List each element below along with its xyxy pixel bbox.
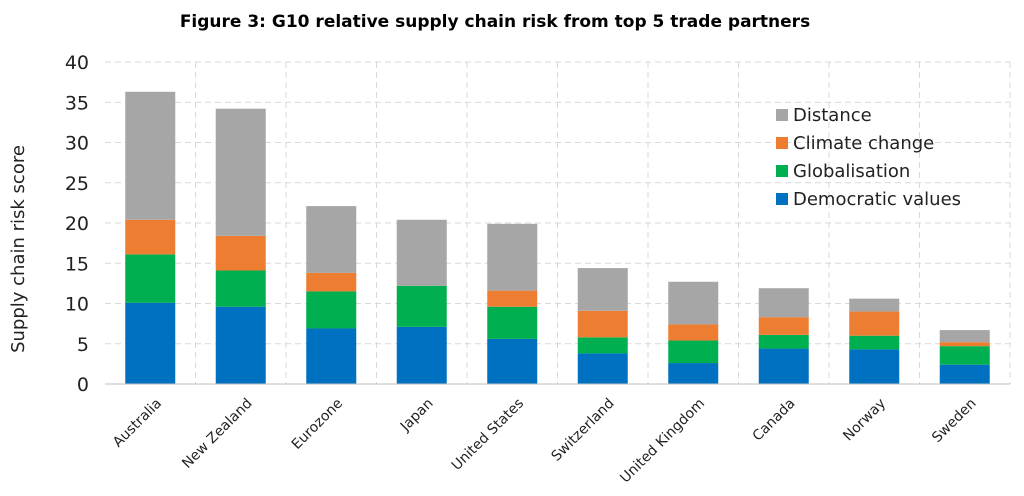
x-tick-label: Switzerland	[549, 396, 618, 465]
bar-segment	[939, 346, 990, 365]
bar-segment	[577, 310, 628, 338]
y-tick-label: 10	[65, 294, 89, 316]
gridlines	[105, 61, 1011, 384]
x-tick-label: Canada	[750, 396, 799, 445]
bar-segment	[306, 272, 357, 292]
y-tick-label: 20	[65, 213, 89, 235]
bar-segment	[939, 330, 990, 343]
bar-segment	[939, 364, 990, 384]
bar-segment	[577, 337, 628, 354]
bar-segment	[306, 328, 357, 384]
bar-segment	[849, 311, 900, 336]
x-tick-label: Australia	[110, 396, 165, 451]
y-tick-label: 30	[65, 133, 89, 155]
x-tick-label: Sweden	[929, 396, 979, 446]
bar-segment	[125, 254, 176, 303]
x-tick-label: United States	[449, 396, 527, 474]
bar-segment	[306, 291, 357, 329]
bar-segment	[758, 334, 809, 349]
bar-segment	[849, 298, 900, 312]
legend-swatch	[776, 193, 788, 205]
bar-segment	[668, 363, 719, 384]
legend-label: Democratic values	[793, 189, 961, 210]
bar-segment	[758, 348, 809, 384]
bar-segment	[668, 340, 719, 364]
bar-segment	[396, 326, 447, 384]
legend-label: Distance	[793, 105, 872, 126]
y-axis-label: Supply chain risk score	[8, 145, 29, 353]
bar-segment	[125, 91, 176, 220]
bar-segment	[125, 302, 176, 384]
legend-label: Globalisation	[793, 161, 910, 182]
legend: Distance Climate change Globalisation Democ…	[776, 105, 961, 210]
y-tick-label: 25	[65, 173, 89, 195]
bar-segment	[939, 342, 990, 347]
y-tick-label: 35	[65, 92, 89, 114]
bar-segment	[125, 219, 176, 255]
y-tick-label: 5	[77, 334, 89, 356]
bar-segment	[215, 306, 266, 384]
y-tick-label: 15	[65, 253, 89, 275]
x-tick-label: New Zealand	[179, 396, 255, 472]
legend-label: Climate change	[793, 133, 934, 154]
bar-segment	[487, 338, 538, 384]
legend-swatch	[776, 165, 788, 177]
bar-segment	[758, 317, 809, 335]
bar-segment	[577, 268, 628, 311]
chart-title: Figure 3: G10 relative supply chain risk…	[179, 12, 811, 32]
bar-segment	[215, 235, 266, 271]
bar-segment	[215, 270, 266, 307]
bar-segment	[487, 290, 538, 307]
bar-segment	[849, 335, 900, 350]
y-tick-label: 40	[65, 52, 89, 74]
bars	[125, 91, 990, 384]
bar-segment	[306, 206, 357, 273]
bar-segment	[577, 353, 628, 384]
x-tick-label: Norway	[840, 396, 889, 445]
legend-swatch	[776, 109, 788, 121]
bar-segment	[668, 281, 719, 325]
bar-segment	[396, 285, 447, 327]
bar-segment	[668, 324, 719, 341]
bar-segment	[396, 219, 447, 286]
bar-segment	[758, 288, 809, 318]
x-tick-label: Eurozone	[289, 396, 346, 453]
x-tick-label: United Kingdom	[617, 396, 708, 487]
bar-segment	[487, 306, 538, 339]
legend-swatch	[776, 137, 788, 149]
bar-segment	[215, 108, 266, 236]
y-tick-label: 0	[77, 374, 89, 396]
bar-segment	[487, 223, 538, 291]
x-tick-label: Japan	[397, 396, 437, 436]
bar-segment	[849, 349, 900, 384]
